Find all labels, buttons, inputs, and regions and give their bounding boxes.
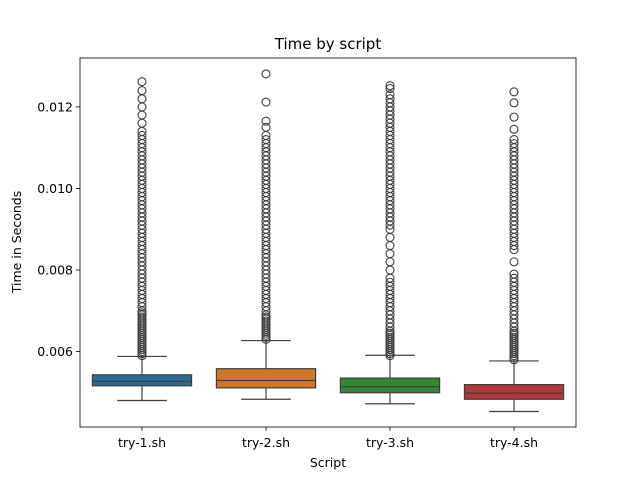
- y-tick-label: 0.006: [37, 344, 73, 359]
- outlier-point: [261, 97, 271, 107]
- box-iqr: [339, 377, 441, 394]
- outlier-point: [261, 116, 271, 126]
- y-tick-label: 0.008: [37, 263, 73, 278]
- outlier-point: [261, 69, 271, 79]
- box-group: [463, 87, 565, 413]
- x-axis-label: Script: [310, 455, 346, 470]
- x-tick-label: try-4.sh: [490, 435, 538, 450]
- outlier-point: [385, 84, 395, 94]
- outlier-point: [509, 98, 519, 108]
- outlier-point: [385, 81, 395, 91]
- outlier-point: [137, 110, 147, 120]
- outlier-point: [509, 124, 519, 134]
- y-axis: 0.006 0.008 0.010 0.012: [37, 99, 80, 359]
- outlier-point: [137, 130, 147, 141]
- outlier-point: [261, 134, 271, 145]
- x-tick-label: try-2.sh: [242, 435, 290, 450]
- outlier-point: [385, 232, 395, 242]
- outlier-point: [137, 86, 147, 96]
- outlier-point: [385, 94, 395, 104]
- plot-frame: [79, 57, 577, 428]
- outlier-point: [385, 249, 395, 259]
- box-group: [91, 77, 193, 402]
- outlier-point: [509, 257, 519, 267]
- box-iqr: [463, 383, 565, 400]
- outlier-point: [385, 90, 395, 100]
- outlier-point: [509, 139, 519, 149]
- y-axis-label: Time in Seconds: [9, 191, 24, 294]
- outlier-point: [509, 112, 519, 122]
- outlier-point: [261, 122, 271, 132]
- plot-area: [91, 69, 565, 413]
- chart-title: Time by script: [274, 35, 382, 53]
- outlier-point: [137, 102, 147, 112]
- outlier-point: [137, 94, 147, 104]
- box-group: [215, 69, 317, 400]
- outlier-point: [509, 269, 519, 279]
- outlier-point: [385, 265, 395, 275]
- box-group: [339, 81, 441, 405]
- x-axis: try-1.sh try-2.sh try-3.sh try-4.sh: [118, 427, 538, 450]
- box-iqr: [215, 368, 317, 389]
- outlier-point: [385, 241, 395, 251]
- outlier-point: [509, 134, 519, 145]
- outlier-point: [385, 257, 395, 267]
- outlier-point: [509, 273, 519, 283]
- outlier-point: [509, 87, 519, 97]
- x-tick-label: try-1.sh: [118, 435, 166, 450]
- y-tick-label: 0.012: [37, 99, 73, 114]
- outlier-point: [385, 277, 395, 287]
- outlier-point: [137, 77, 147, 87]
- y-tick-label: 0.010: [37, 181, 73, 196]
- outlier-point: [137, 118, 147, 128]
- x-tick-label: try-3.sh: [366, 435, 414, 450]
- box-iqr: [91, 374, 193, 387]
